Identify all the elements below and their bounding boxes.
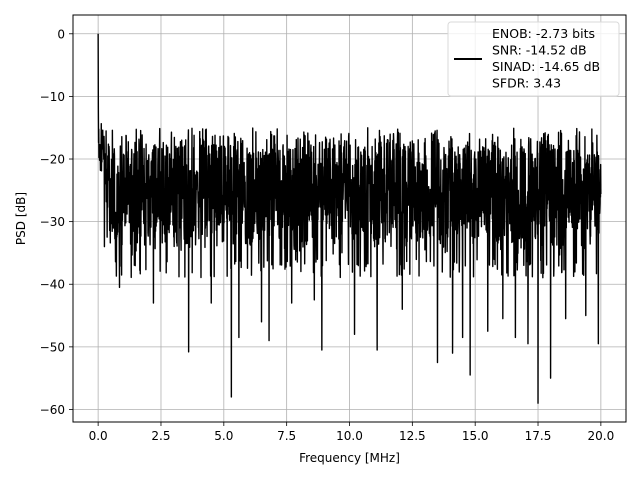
y-tick-label: −40	[40, 278, 65, 292]
y-tick-label: −30	[40, 215, 65, 229]
x-tick-label: 20.0	[588, 429, 615, 443]
y-tick-label: −60	[40, 403, 65, 417]
series-layer	[97, 33, 602, 404]
legend-entry-sinad: SINAD: -14.65 dB	[492, 59, 600, 74]
y-tick-label: −50	[40, 340, 65, 354]
legend-entry-snr: SNR: -14.52 dB	[492, 43, 587, 58]
legend-entry-enob: ENOB: -2.73 bits	[492, 26, 595, 41]
y-tick-label: −20	[40, 153, 65, 167]
y-tick-label: 0	[57, 27, 65, 41]
psd-series-line	[97, 33, 602, 404]
x-tick-label: 15.0	[462, 429, 489, 443]
legend: ENOB: -2.73 bits SNR: -14.52 dB SINAD: -…	[447, 21, 620, 97]
x-tick-label: 10.0	[336, 429, 363, 443]
legend-entry-sfdr: SFDR: 3.43	[492, 76, 561, 91]
x-tick-label: 5.0	[214, 429, 233, 443]
x-tick-label: 2.5	[151, 429, 170, 443]
tick-layer: 0.0 2.5 5.0 7.5 10.0 12.5 15.0 17.5 20.0 0 −10 −20 −…	[40, 27, 615, 443]
y-tick-label: −10	[40, 90, 65, 104]
x-axis-label: Frequency [MHz]	[299, 451, 400, 465]
x-tick-label: 7.5	[277, 429, 296, 443]
x-tick-label: 12.5	[399, 429, 426, 443]
x-tick-label: 17.5	[525, 429, 552, 443]
x-tick-label: 0.0	[89, 429, 108, 443]
legend-box	[447, 21, 620, 97]
y-axis-label: PSD [dB]	[14, 192, 28, 245]
